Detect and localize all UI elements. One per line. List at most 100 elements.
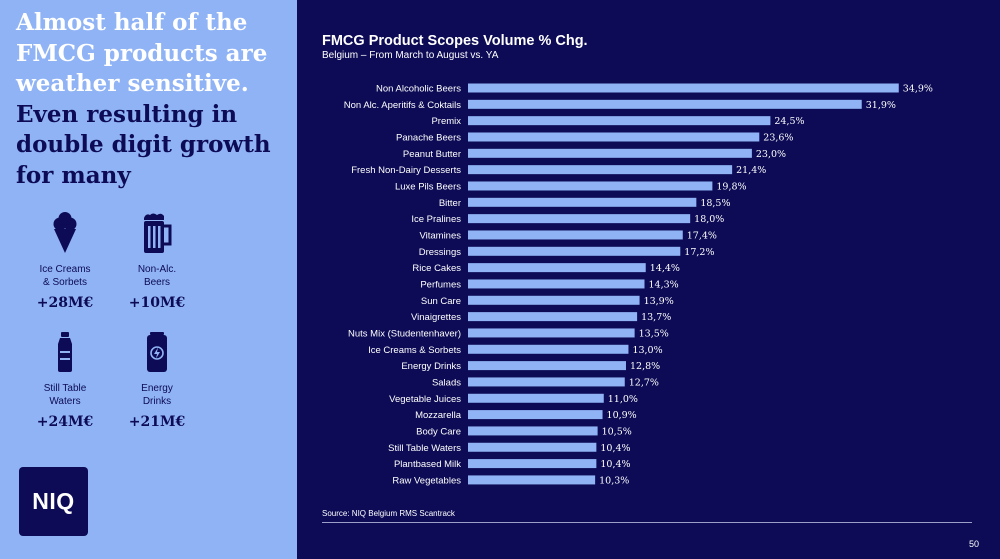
bar-chart: Non Alcoholic Beers 34,9% Non Alc. Aperiti… [344, 83, 933, 486]
bar [468, 426, 598, 436]
data-label: 14,4% [650, 263, 680, 274]
beer-mug-icon [144, 213, 172, 253]
footer-divider [322, 522, 972, 523]
bar [468, 328, 635, 338]
category-label: Luxe Pils Beers [395, 181, 461, 192]
category-label: Energy Drinks [141, 383, 173, 407]
headline-line: Even resulting in [16, 100, 238, 128]
left-panel: Almost half of the FMCG products are wea… [0, 0, 297, 559]
water-bottle-icon [58, 332, 72, 372]
category-ice-creams: Ice Creams & Sorbets +28M€ [15, 212, 115, 311]
category-label: Vegetable Juices [389, 394, 461, 405]
bar [468, 246, 681, 256]
category-value: +28M€ [36, 295, 94, 311]
headline-line: double digit growth [16, 131, 271, 158]
category-label: Non Alc. Aperitifs & Coktails [344, 100, 461, 111]
category-label: Salads [432, 377, 461, 388]
category-label: Sun Care [421, 296, 461, 307]
bar [468, 475, 596, 485]
data-label: 12,8% [630, 361, 660, 372]
data-label: 14,3% [649, 279, 679, 290]
category-label: Bitter [439, 198, 461, 209]
headline-line: Almost half of the [16, 9, 248, 36]
category-label: Vitamines [419, 230, 461, 241]
data-label: 10,9% [607, 410, 637, 421]
category-label: Dressings [419, 247, 461, 258]
data-label: 10,4% [600, 459, 630, 470]
category-label: Nuts Mix (Studentenhaver) [348, 328, 461, 339]
data-label: 10,3% [599, 475, 629, 486]
category-value: +10M€ [128, 295, 186, 311]
category-label: Ice Creams & Sorbets [39, 264, 91, 288]
category-still-table-waters: Still Table Waters +24M€ [15, 331, 115, 430]
bar [468, 377, 625, 387]
bar [468, 132, 760, 142]
data-label: 13,7% [641, 312, 671, 323]
category-label: Fresh Non-Dairy Desserts [351, 165, 461, 176]
category-label: Vinaigrettes [411, 312, 461, 323]
data-label: 13,9% [644, 296, 674, 307]
category-label: Still Table Waters [43, 383, 87, 407]
data-label: 17,4% [687, 230, 717, 241]
bar [468, 361, 626, 371]
category-non-alc-beers: Non-Alc. Beers +10M€ [107, 212, 207, 311]
chart-title: FMCG Product Scopes Volume % Chg. [322, 33, 588, 49]
category-label: Ice Pralines [411, 214, 461, 225]
data-label: 23,0% [756, 149, 786, 160]
headline-line: FMCG products are [16, 39, 268, 67]
category-energy-drinks: Energy Drinks +21M€ [107, 331, 207, 430]
data-label: 10,5% [602, 426, 632, 437]
niq-logo: NIQ [19, 467, 88, 536]
data-label: 13,5% [639, 328, 669, 339]
data-label: 23,6% [763, 132, 793, 143]
category-label: Raw Vegetables [392, 475, 461, 486]
bar [468, 295, 640, 305]
bar [468, 393, 604, 403]
bar [468, 459, 597, 469]
data-label: 31,9% [866, 100, 896, 111]
data-label: 13,0% [632, 345, 662, 356]
category-label: Energy Drinks [401, 361, 461, 372]
data-label: 21,4% [736, 165, 766, 176]
bar [468, 279, 645, 289]
source-note: Source: NIQ Belgium RMS Scantrack [322, 509, 455, 518]
category-label: Premix [431, 116, 461, 127]
data-label: 34,9% [903, 84, 933, 95]
category-value: +21M€ [128, 414, 186, 430]
data-label: 11,0% [608, 394, 638, 405]
headline-line: weather sensitive. [16, 70, 249, 97]
category-label: Panache Beers [396, 132, 461, 143]
data-label: 18,5% [700, 198, 730, 209]
bar [468, 116, 771, 126]
category-label: Mozzarella [415, 410, 462, 421]
bar [468, 230, 683, 240]
category-label: Still Table Waters [388, 443, 461, 454]
bar [468, 410, 603, 420]
data-label: 10,4% [600, 443, 630, 454]
category-label: Non-Alc. Beers [137, 264, 177, 288]
energy-drink-can-icon [147, 332, 167, 372]
bar [468, 442, 597, 452]
category-label: Rice Cakes [412, 263, 461, 274]
page-number: 50 [969, 539, 980, 549]
category-label: Ice Creams & Sorbets [368, 345, 461, 356]
bar [468, 197, 697, 207]
category-label: Perfumes [420, 279, 461, 290]
bar [468, 344, 629, 354]
bar [468, 83, 899, 93]
category-label: Body Care [416, 426, 461, 437]
category-label: Plantbased Milk [394, 459, 461, 470]
ice-cream-icon [53, 212, 77, 253]
chart-subtitle: Belgium – From March to August vs. YA [322, 50, 499, 61]
bar [468, 165, 733, 175]
data-label: 19,8% [716, 181, 746, 192]
data-label: 24,5% [774, 116, 804, 127]
bar [468, 148, 752, 158]
headline: Almost half of the FMCG products are wea… [16, 8, 291, 191]
bar [468, 99, 862, 109]
bar [468, 181, 713, 191]
category-value: +24M€ [36, 414, 94, 430]
category-label: Peanut Butter [403, 149, 461, 160]
bar [468, 312, 638, 322]
headline-line: for many [16, 161, 131, 189]
